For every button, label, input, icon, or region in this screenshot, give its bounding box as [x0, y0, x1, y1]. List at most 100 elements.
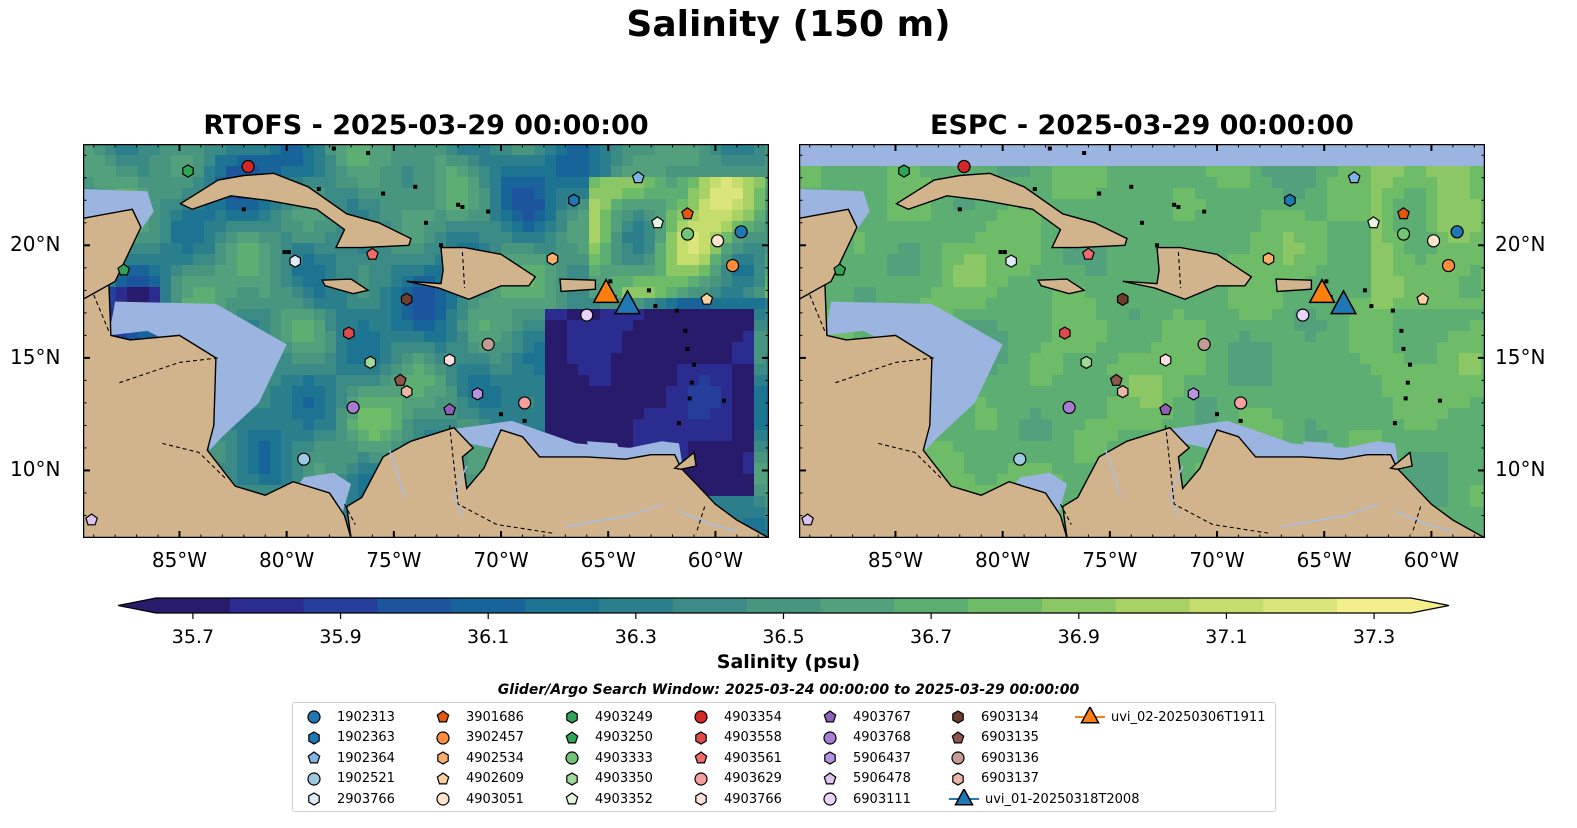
legend-marker: [565, 751, 579, 765]
legend-label: 4903051: [466, 791, 524, 807]
figure-title: Salinity (150 m): [626, 4, 951, 45]
float-marker-4903352: [651, 216, 664, 229]
float-marker-5906437: [471, 387, 484, 401]
legend-item-float: 6903135: [947, 728, 1039, 748]
land-central-america: [799, 277, 1068, 538]
glider-marker-uvi_02-20250306T1911: [592, 278, 620, 304]
legend-marker: [566, 710, 578, 724]
legend-item-float: 2903766: [303, 789, 395, 809]
float-marker-5906478: [801, 513, 815, 526]
legend-marker: [952, 710, 964, 724]
legend-glider-symbol: [949, 787, 979, 806]
colorbar-outline: [117, 597, 1450, 614]
legend-marker: [695, 730, 707, 745]
float-marker-4903350: [1080, 355, 1093, 370]
xtick-label: 75°W: [1082, 548, 1138, 572]
ytick-label-right: 15°N: [1495, 344, 1546, 369]
legend-marker: [436, 730, 450, 745]
ytick-label-left: 15°N: [10, 344, 61, 369]
legend-label: 1902313: [337, 709, 395, 725]
panel-title-rtofs: RTOFS - 2025-03-29 00:00:00: [203, 110, 649, 141]
float-marker-4903354: [241, 159, 255, 174]
salinity-colorbar: 35.7 35.9 36.1 36.3 36.5 36.7 36.9 37.1 37.3: [117, 597, 1450, 645]
float-marker-6903134: [1116, 292, 1129, 306]
legend-label: 4903768: [853, 730, 911, 745]
float-markers: [801, 159, 1464, 526]
ytick-label-left: 20°N: [10, 232, 61, 257]
legend-marker: [566, 771, 578, 786]
float-marker-1902363: [1284, 193, 1296, 207]
land-hispaniola: [1122, 246, 1253, 301]
float-marker-6903134: [400, 292, 413, 306]
legend-marker: [436, 771, 450, 784]
small-islands: [957, 146, 1442, 426]
land-masses: [83, 144, 769, 538]
float-marker-5906437: [1187, 387, 1200, 401]
legend-item-float: 4903558: [690, 728, 782, 748]
xtick-label: 75°W: [366, 548, 422, 572]
legend-label: 6903111: [853, 791, 911, 807]
legend-marker: [951, 730, 965, 743]
land-puerto-rico: [1275, 278, 1313, 293]
legend-marker: [307, 771, 321, 786]
legend-marker: [565, 730, 579, 743]
legend-item-float: 3902457: [432, 728, 524, 748]
xtick-label: 60°W: [1403, 548, 1460, 572]
legend-label: 4902609: [466, 771, 524, 786]
legend-label: uvi_02-20250306T1911: [1111, 709, 1266, 725]
legend-item-float: 4903354: [690, 707, 782, 727]
legend-item-float: 4903350: [561, 769, 653, 789]
legend-marker: [694, 710, 708, 724]
legend-label: 4903767: [853, 709, 911, 725]
float-marker-2903766: [289, 254, 301, 268]
legend-item-float: 1902521: [303, 769, 395, 789]
legend-label: 1902364: [337, 750, 395, 766]
land-jamaica: [320, 278, 370, 295]
legend-label: 4903558: [724, 730, 782, 745]
float-marker-6903137: [1116, 385, 1129, 399]
legend-marker: [824, 751, 836, 765]
legend-label: 4903561: [724, 750, 782, 766]
glider-marker-uvi_02-20250306T1911: [1308, 278, 1336, 304]
xtick-label: 65°W: [580, 548, 636, 572]
float-markers: [85, 159, 748, 526]
float-marker-4903629: [518, 396, 532, 410]
ytick-label-left: 10°N: [10, 457, 61, 482]
legend-marker: [951, 751, 965, 765]
float-marker-4902534: [546, 252, 559, 266]
float-marker-4903249: [898, 164, 910, 178]
float-marker-1902313: [734, 225, 748, 239]
legend-label: 4902534: [466, 750, 524, 766]
xtick-label: 80°W: [975, 548, 1031, 572]
land-cuba: [179, 172, 412, 249]
legend-item-float: 4903250: [561, 728, 653, 748]
float-marker-4903354: [957, 159, 971, 174]
legend-marker: [694, 771, 708, 786]
float-marker-4903766: [1159, 353, 1172, 367]
land-trinidad: [673, 451, 697, 471]
float-marker-4903250: [833, 263, 847, 276]
legend-label: 4903352: [595, 791, 653, 807]
float-marker-3901686: [681, 207, 694, 220]
legend-label: 6903135: [981, 730, 1039, 745]
glider-marker-uvi_01-20250318T2008: [613, 289, 642, 315]
float-marker-6903135: [393, 373, 407, 386]
salinity-field: [83, 144, 769, 538]
legend-item-float: 1902313: [303, 707, 395, 727]
colorbar-bins: [156, 598, 1412, 613]
legend-item-float: 4903352: [561, 789, 653, 809]
legend-marker: [308, 792, 320, 806]
legend-item-float: 1902363: [303, 728, 395, 748]
legend-marker: [437, 751, 449, 765]
xtick-label: 85°W: [867, 548, 924, 572]
float-marker-4903558: [343, 326, 355, 340]
legend-marker: [823, 730, 837, 745]
legend-item-float: 4902534: [432, 748, 524, 768]
float-marker-4903051: [1426, 234, 1441, 248]
land-jamaica: [1036, 278, 1086, 295]
tick-marks: [799, 144, 1485, 538]
legend-label: uvi_01-20250318T2008: [985, 791, 1140, 807]
colorbar-tick-label: 36.3: [615, 626, 657, 645]
legend-marker: [307, 710, 321, 724]
legend-item-float: 4903768: [819, 728, 911, 748]
